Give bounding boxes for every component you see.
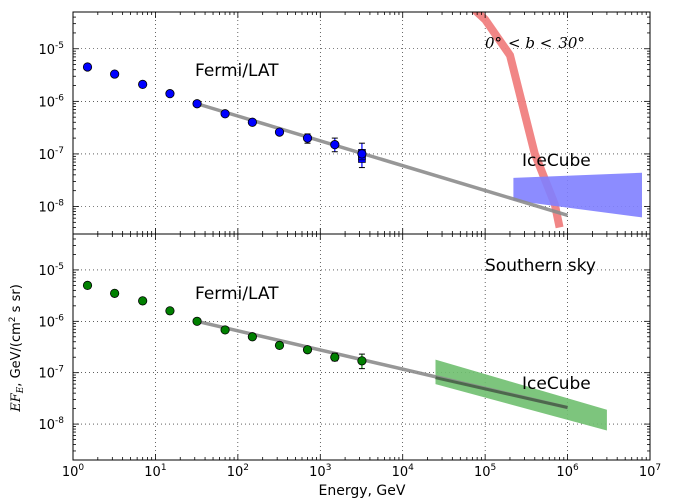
data-point-1 [220,325,230,335]
axes-frame-1 [72,233,651,461]
fit-line-0 [196,102,569,217]
data-point-1 [110,288,120,298]
data-point-1 [165,306,175,316]
x-tick-label: 100 [62,463,85,480]
data-point-0 [357,149,367,159]
data-point-0 [247,117,257,127]
fermi-label: Fermi/LAT [195,284,279,304]
x-tick-label: 106 [556,463,579,480]
x-tick-labels: 100 101 102 103 104 105 106 107 [62,463,661,480]
y-axis-label-sup: 2 [8,316,18,322]
data-point-0 [110,69,120,79]
y-tick-label-1: 10-6 [38,313,64,330]
region-label: Southern sky [485,256,596,276]
icecube-label: IceCube [522,374,591,394]
plot-area-1 [73,234,650,460]
data-point-0 [274,127,285,137]
icecube-band-0 [513,172,642,218]
data-point-1 [82,280,93,290]
panel-bottom: 10-8 10-7 10-6 10-5 Southern sky Fermi/LAT Ice… [38,233,651,461]
icecube-label: IceCube [522,151,591,171]
data-point-1 [357,356,367,366]
x-tick-label: 107 [639,463,661,480]
data-point-0 [220,109,230,119]
region-label: 0° < b <30° [485,34,585,52]
data-point-0 [165,89,175,99]
y-tick-label-1: 10-8 [38,416,64,433]
data-point-1 [330,352,340,362]
data-point-1 [274,340,285,350]
data-point-0 [138,79,148,89]
data-point-1 [302,345,313,355]
y-axis-label: EFE, GeV/(cm2 s sr) [8,284,26,413]
y-tick-label-0: 10-6 [38,93,64,110]
data-point-1 [192,316,202,326]
y-axis-label-end: s sr) [9,284,24,316]
y-tick-label-0: 10-7 [38,146,64,163]
y-axis-label-math: EF [9,392,24,412]
y-tick-label-0: 10-5 [38,41,64,58]
y-axis-label-units: , GeV/(cm [9,322,24,387]
red-band [471,12,564,229]
fermi-label: Fermi/LAT [195,61,279,81]
y-tick-label-1: 10-7 [38,365,64,382]
x-tick-label: 104 [392,463,415,480]
data-point-0 [302,133,313,143]
data-point-0 [330,140,340,150]
data-point-0 [82,62,93,72]
y-axis-label-sub: E [16,386,26,394]
data-point-0 [192,99,202,109]
plot-area-0 [73,12,650,234]
x-axis-label: Energy, GeV [319,483,406,499]
x-tick-label: 103 [309,463,331,480]
panel-top: 10-8 10-7 10-6 10-5 0° < b <30° Fermi/LAT IceCu… [38,11,651,235]
icecube-fit-line [435,376,568,409]
x-tick-label: 105 [474,463,496,480]
y-tick-label-1: 10-5 [38,262,64,279]
data-point-1 [247,332,257,342]
x-tick-label: 102 [227,463,249,480]
x-tick-label: 101 [144,463,166,480]
y-tick-label-0: 10-8 [38,199,64,216]
data-point-1 [138,296,148,306]
